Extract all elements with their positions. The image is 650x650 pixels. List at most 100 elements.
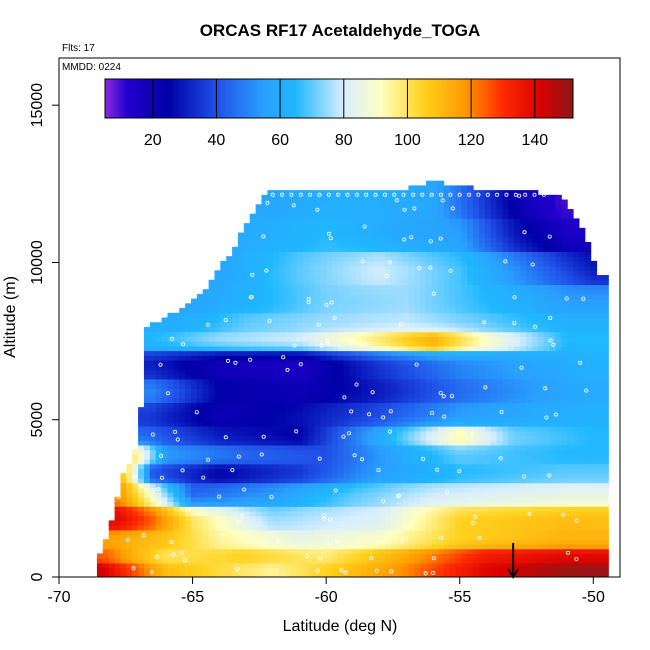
heatmap-cell (390, 392, 398, 399)
heatmap-cell (384, 293, 392, 300)
heatmap-cell (337, 539, 345, 545)
heatmap-cell (402, 416, 410, 422)
heatmap-cell (508, 374, 515, 380)
heatmap-cell (155, 369, 163, 375)
heatmap-cell (390, 341, 398, 347)
heatmap-cell (279, 374, 286, 380)
heatmap-cell (490, 378, 498, 385)
heatmap-cell (361, 345, 368, 352)
heatmap-cell (408, 308, 415, 314)
heatmap-cell (308, 242, 315, 248)
heatmap-cell (484, 237, 492, 243)
heatmap-cell (308, 251, 315, 257)
heatmap-cell (373, 421, 380, 427)
heatmap-cell (414, 204, 421, 210)
heatmap-cell (343, 298, 351, 304)
heatmap-cell (237, 345, 245, 352)
heatmap-cell (302, 492, 310, 498)
heatmap-cell (490, 303, 498, 309)
heatmap-cell (302, 298, 310, 304)
heatmap-cell (249, 256, 257, 262)
heatmap-cell (473, 388, 480, 394)
heatmap-cell (396, 317, 404, 323)
heatmap-cell (249, 449, 257, 455)
heatmap-cell (437, 440, 445, 446)
heatmap-cell (120, 558, 127, 564)
heatmap-cell (308, 468, 315, 474)
heatmap-cell (461, 416, 468, 422)
heatmap-cell (285, 430, 292, 437)
heatmap-cell (490, 487, 498, 493)
heatmap-cell (361, 336, 368, 342)
heatmap-cell (108, 543, 116, 550)
heatmap-cell (496, 426, 504, 432)
heatmap-cell (396, 251, 404, 257)
heatmap-cell (243, 345, 251, 352)
heatmap-cell (155, 468, 163, 474)
heatmap-cell (243, 275, 251, 281)
heatmap-cell (443, 548, 451, 555)
heatmap-cell (138, 529, 145, 536)
heatmap-cell (355, 355, 363, 361)
heatmap-cell (308, 378, 315, 385)
heatmap-cell (373, 256, 380, 262)
heatmap-cell (355, 463, 363, 470)
heatmap-cell (490, 213, 498, 220)
heatmap-cell (343, 289, 351, 295)
heatmap-cell (167, 426, 174, 432)
heatmap-cell (190, 402, 198, 408)
heatmap-cell (496, 359, 504, 366)
heatmap-cell (478, 199, 486, 205)
heatmap-cell (373, 208, 380, 215)
heatmap-cell (367, 407, 374, 413)
heatmap-cell (478, 440, 486, 446)
heatmap-cell (290, 279, 298, 286)
heatmap-cell (455, 308, 462, 314)
heatmap-cell (455, 256, 462, 262)
heatmap-cell (414, 378, 421, 385)
heatmap-cell (414, 407, 421, 413)
heatmap-cell (314, 501, 321, 507)
heatmap-cell (320, 199, 327, 205)
heatmap-cell (455, 430, 462, 437)
heatmap-cell (337, 567, 345, 573)
heatmap-cell (343, 227, 351, 234)
heatmap-cell (431, 369, 439, 375)
heatmap-cell (337, 331, 345, 337)
heatmap-cell (384, 454, 392, 460)
heatmap-cell (361, 213, 368, 220)
heatmap-cell (390, 525, 398, 531)
heatmap-cell (261, 468, 268, 474)
heatmap-cell (361, 534, 368, 540)
heatmap-cell (161, 473, 169, 479)
heatmap-cell (443, 350, 451, 356)
heatmap-cell (379, 572, 386, 577)
heatmap-cell (490, 444, 498, 451)
heatmap-cell (320, 293, 327, 300)
heatmap-cell (255, 308, 263, 314)
heatmap-cell (185, 350, 192, 356)
heatmap-cell (414, 232, 421, 238)
heatmap-cell (255, 317, 263, 323)
heatmap-cell (437, 543, 445, 550)
heatmap-cell (249, 454, 257, 460)
heatmap-cell (161, 397, 169, 404)
heatmap-cell (384, 435, 392, 441)
heatmap-cell (361, 477, 368, 484)
heatmap-cell (179, 558, 186, 564)
heatmap-cell (285, 289, 292, 295)
heatmap-cell (185, 567, 192, 573)
heatmap-cell (396, 430, 404, 437)
heatmap-cell (337, 223, 345, 229)
heatmap-cell (390, 298, 398, 304)
heatmap-cell (449, 407, 457, 413)
heatmap-cell (208, 303, 216, 309)
heatmap-cell (414, 223, 421, 229)
heatmap-cell (343, 407, 351, 413)
heatmap-cell (390, 510, 398, 517)
heatmap-cell (379, 237, 386, 243)
heatmap-cell (302, 279, 310, 286)
heatmap-cell (220, 378, 227, 385)
heatmap-cell (355, 534, 363, 540)
heatmap-cell (290, 492, 298, 498)
